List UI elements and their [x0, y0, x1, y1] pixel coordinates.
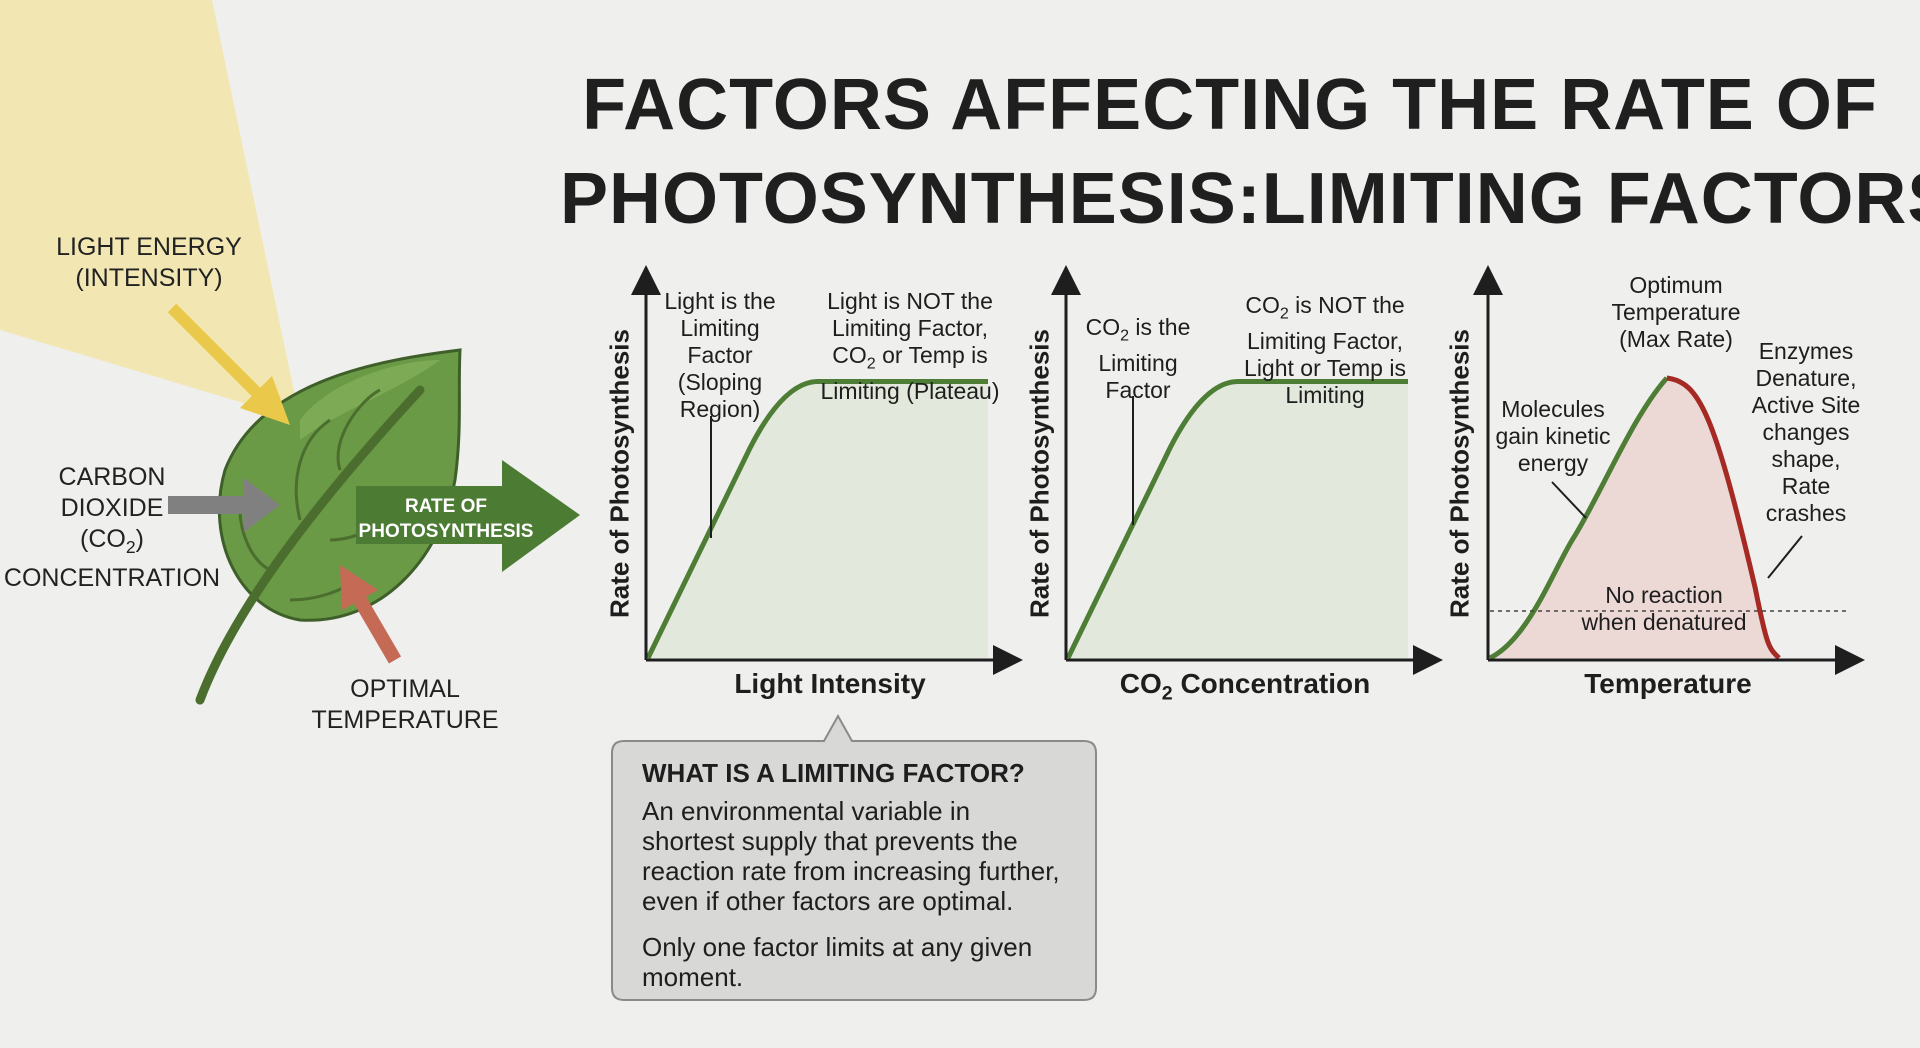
- annotation-line: when denatured: [1581, 609, 1747, 635]
- y-axis-label: Rate of Photosynthesis: [604, 329, 635, 618]
- co2-arrow: [168, 478, 280, 532]
- rate-label-line: PHOTOSYNTHESIS: [358, 521, 534, 542]
- series-line: [645, 379, 988, 660]
- chart-light-intensity: [631, 265, 1023, 675]
- annotation-line: Light or Temp is: [1244, 354, 1406, 381]
- leaf-vein: [336, 388, 381, 471]
- annotation-line: CO2 is NOT the: [1245, 292, 1405, 323]
- chart-temperature: [1473, 265, 1865, 675]
- temperature-arrow: [340, 565, 402, 664]
- annotation-line: No reaction: [1605, 582, 1723, 608]
- annotation-line: (Sloping: [677, 369, 763, 395]
- annotation-optimum: Optimum Temperature (Max Rate): [1596, 272, 1756, 353]
- chart-co2-concentration: [1051, 265, 1443, 675]
- annotation-line: Limiting: [1098, 349, 1178, 376]
- annotation-line: changes: [1762, 419, 1850, 445]
- temp-label-line: TEMPERATURE: [311, 706, 499, 734]
- x-axis-label: Light Intensity: [734, 668, 926, 699]
- light-label-line: (INTENSITY): [75, 264, 223, 292]
- title-line-2: PHOTOSYNTHESIS:LIMITING FACTORS.: [560, 159, 1920, 239]
- annotation-no-reaction: No reaction when denatured: [1566, 582, 1762, 636]
- series-line-rise: [1488, 376, 1669, 661]
- annotation-line: Limiting Factor,: [832, 315, 988, 341]
- annotation-line: crashes: [1765, 500, 1847, 526]
- chart-fill: [1490, 378, 1779, 658]
- rate-label-line: RATE OF: [405, 496, 487, 517]
- series-line: [1065, 379, 1408, 660]
- annotation-leader: [1767, 535, 1803, 579]
- annotation-kinetic: Molecules gain kinetic energy: [1488, 396, 1618, 477]
- leaf-stem: [195, 385, 425, 705]
- light-arrow: [167, 303, 290, 425]
- annotation-line: CO2 is the: [1085, 314, 1191, 345]
- title-line-1: FACTORS AFFECTING THE RATE OF: [582, 65, 1878, 145]
- callout-note: Only one factor limits at any given mome…: [642, 932, 1082, 992]
- callout-box: [611, 713, 1097, 1001]
- annotation-line: Active Site: [1751, 392, 1861, 418]
- annotation-line: shape,: [1771, 446, 1841, 472]
- annotation-co2-limiting: CO2 is the Limiting Factor: [1078, 314, 1198, 404]
- chart-fill: [1068, 381, 1408, 658]
- temperature-label: OPTIMAL TEMPERATURE: [300, 674, 510, 736]
- callout-line: An environmental variable in: [642, 796, 971, 826]
- callout-definition: An environmental variable in shortest su…: [642, 796, 1082, 916]
- annotation-line: (Max Rate): [1619, 326, 1733, 352]
- annotation-plateau: Light is NOT the Limiting Factor, CO2 or…: [810, 288, 1010, 405]
- annotation-line: Molecules: [1501, 396, 1605, 422]
- leaf-vein: [238, 509, 271, 572]
- annotation-line: Optimum: [1629, 272, 1723, 298]
- leaf-highlight: [300, 360, 440, 440]
- x-axis-label: CO2 Concentration: [1119, 668, 1371, 705]
- rate-of-photosynthesis-label: RATE OF PHOTOSYNTHESIS: [356, 494, 536, 544]
- annotation-line: Rate: [1781, 473, 1831, 499]
- leaf-vein: [294, 418, 331, 521]
- annotation-sloping: Light is the Limiting Factor (Sloping Re…: [650, 288, 790, 423]
- annotation-line: Denature,: [1755, 365, 1857, 391]
- annotation-line: Factor: [687, 342, 753, 368]
- callout-line: shortest supply that prevents the: [642, 826, 1018, 856]
- annotation-line: Limiting (Plateau): [820, 377, 1000, 404]
- annotation-co2-not-limiting: CO2 is NOT the Limiting Factor, Light or…: [1230, 292, 1420, 409]
- annotation-line: Light is the: [664, 288, 776, 314]
- light-energy-label: LIGHT ENERGY (INTENSITY): [45, 232, 253, 294]
- temp-label-line: OPTIMAL: [350, 675, 460, 703]
- co2-label-line: CONCENTRATION: [3, 564, 221, 592]
- annotation-line: Region): [679, 396, 761, 422]
- annotation-line: Light is NOT the: [827, 288, 993, 314]
- co2-label-line: DIOXIDE: [60, 494, 164, 522]
- callout-line: moment.: [642, 962, 744, 992]
- callout-line: Only one factor limits at any given: [642, 932, 1033, 962]
- co2-label-line: CARBON: [58, 463, 166, 491]
- page-title: FACTORS AFFECTING THE RATE OF PHOTOSYNTH…: [560, 58, 1920, 246]
- co2-label: CARBON DIOXIDE (CO2) CONCENTRATION: [0, 462, 224, 594]
- series-line-fall: [1666, 375, 1781, 660]
- annotation-line: gain kinetic: [1495, 423, 1611, 449]
- annotation-line: CO2 or Temp is: [832, 342, 988, 373]
- annotation-line: Limiting: [680, 315, 760, 341]
- callout-line: reaction rate from increasing further,: [642, 856, 1060, 886]
- rate-arrow: [356, 460, 580, 572]
- y-axis-label: Rate of Photosynthesis: [1024, 329, 1055, 618]
- annotation-line: Enzymes: [1758, 338, 1854, 364]
- callout-heading: WHAT IS A LIMITING FACTOR?: [642, 758, 1025, 788]
- annotation-line: Limiting Factor,: [1247, 327, 1403, 354]
- annotation-line: Temperature: [1611, 299, 1741, 325]
- x-axis-label: Temperature: [1584, 668, 1752, 699]
- y-axis-label: Rate of Photosynthesis: [1444, 329, 1475, 618]
- light-label-line: LIGHT ENERGY: [56, 233, 242, 261]
- chart-fill: [648, 381, 988, 658]
- annotation-denature: Enzymes Denature, Active Site changes sh…: [1746, 338, 1866, 527]
- annotation-line: Limiting: [1285, 381, 1365, 408]
- co2-label-line: (CO2): [80, 525, 144, 557]
- annotation-line: Factor: [1105, 376, 1171, 403]
- annotation-line: energy: [1517, 450, 1589, 476]
- light-beam: [0, 0, 300, 420]
- callout-line: even if other factors are optimal.: [642, 886, 1014, 916]
- annotation-leader: [1551, 481, 1587, 519]
